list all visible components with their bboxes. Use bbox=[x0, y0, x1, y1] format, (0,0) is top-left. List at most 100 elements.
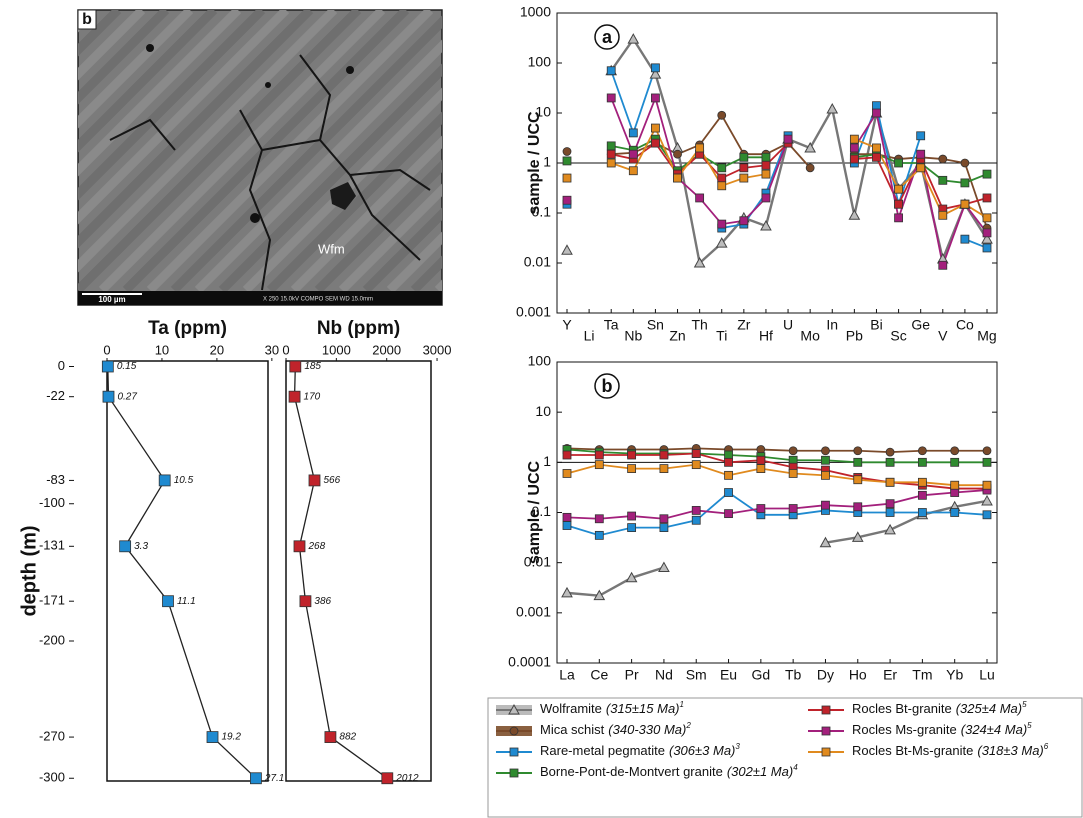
marker bbox=[673, 173, 682, 183]
profile-line bbox=[293, 366, 388, 779]
marker bbox=[938, 260, 948, 270]
marker bbox=[885, 508, 895, 517]
plot-frame bbox=[106, 360, 269, 782]
marker bbox=[739, 163, 749, 173]
legend-name: Rocles Bt-Ms-granite bbox=[852, 743, 973, 758]
image-texture bbox=[194, 39, 442, 294]
marker bbox=[289, 360, 302, 373]
marker bbox=[960, 199, 970, 209]
y-tick-label: 0.01 bbox=[524, 254, 551, 270]
y-tick-label: -22 bbox=[46, 388, 65, 403]
x-tick-label: 2000 bbox=[372, 342, 401, 357]
marker bbox=[848, 209, 861, 220]
image-texture bbox=[78, 10, 218, 153]
value-label: 0.27 bbox=[117, 391, 137, 402]
inclusion bbox=[330, 182, 356, 210]
value-label: 386 bbox=[314, 596, 331, 607]
legend-ref: 2 bbox=[685, 721, 691, 730]
x-tick-label: U bbox=[783, 317, 793, 333]
x-tick-label: La bbox=[559, 667, 575, 683]
image-texture bbox=[170, 15, 442, 294]
series-line bbox=[611, 141, 988, 211]
image-texture bbox=[146, 10, 434, 294]
x-tick-label: 0 bbox=[282, 342, 289, 357]
legend-age: (302±1 Ma) bbox=[727, 764, 793, 779]
y-tick-label: 0.001 bbox=[516, 604, 551, 620]
marker bbox=[853, 457, 863, 467]
marker bbox=[804, 141, 817, 153]
marker bbox=[627, 33, 640, 44]
image-texture bbox=[78, 10, 146, 81]
marker bbox=[821, 446, 830, 456]
x-tick-label: 0 bbox=[103, 342, 110, 357]
crack bbox=[239, 109, 272, 291]
marker bbox=[819, 536, 832, 548]
legend-ref: 3 bbox=[735, 742, 740, 751]
marker bbox=[849, 143, 859, 153]
series-line bbox=[566, 499, 988, 597]
legend-entry: Rare-metal pegmatite (306±3 Ma)3 bbox=[540, 742, 740, 758]
y-tick-label: 0 bbox=[58, 358, 65, 373]
legend-ref: 4 bbox=[793, 763, 798, 772]
legend-marker bbox=[508, 703, 520, 715]
legend-marker bbox=[821, 726, 831, 736]
y-tick-label: 100 bbox=[528, 353, 552, 369]
x-tick-label: Tb bbox=[785, 667, 802, 683]
x-tick-label: Mg bbox=[977, 328, 996, 344]
pore bbox=[250, 213, 260, 223]
marker bbox=[938, 210, 948, 220]
x-tick-label: 1000 bbox=[322, 342, 351, 357]
panel-label-circle bbox=[594, 24, 620, 50]
x-tick-label: Tm bbox=[912, 667, 932, 683]
image-texture bbox=[78, 10, 314, 249]
y-tick-label: 0.0001 bbox=[508, 654, 551, 670]
x-tick-label: In bbox=[826, 317, 838, 333]
x-tick-label: V bbox=[938, 328, 948, 344]
marker bbox=[950, 508, 960, 517]
marker bbox=[982, 213, 992, 223]
marker bbox=[739, 173, 749, 183]
marker bbox=[783, 134, 793, 144]
y-tick-label: -200 bbox=[39, 632, 65, 647]
x-tick-label: 30 bbox=[265, 342, 279, 357]
x-tick-label: 20 bbox=[210, 342, 224, 357]
marker bbox=[761, 160, 771, 170]
y-tick-label: 0.1 bbox=[532, 204, 552, 220]
legend-name: Rare-metal pegmatite bbox=[540, 743, 665, 758]
image-texture bbox=[290, 135, 442, 294]
marker bbox=[695, 143, 705, 153]
marker bbox=[162, 595, 174, 608]
marker bbox=[982, 228, 992, 238]
panel-label: a bbox=[602, 27, 613, 47]
marker bbox=[739, 216, 749, 226]
y-tick-label: 0.001 bbox=[516, 304, 551, 320]
image-texture bbox=[98, 10, 386, 294]
marker bbox=[885, 499, 895, 509]
marker bbox=[761, 169, 771, 179]
x-tick-label: 3000 bbox=[423, 342, 452, 357]
marker bbox=[821, 470, 830, 480]
marker bbox=[981, 233, 993, 244]
marker bbox=[562, 173, 572, 183]
marker bbox=[658, 561, 670, 573]
marker bbox=[894, 199, 903, 209]
marker bbox=[627, 450, 637, 460]
y-tick-label: 100 bbox=[528, 54, 552, 70]
marker bbox=[715, 237, 728, 248]
marker bbox=[916, 149, 926, 159]
y-tick-label: -300 bbox=[39, 770, 65, 785]
marker bbox=[594, 530, 604, 540]
image-texture bbox=[314, 159, 442, 294]
image-texture bbox=[510, 10, 790, 290]
marker bbox=[659, 450, 669, 460]
marker bbox=[917, 446, 927, 456]
marker bbox=[659, 523, 669, 533]
legend-ref: 6 bbox=[1044, 742, 1049, 751]
x-tick-label: Zr bbox=[737, 317, 751, 333]
legend: Wolframite (315±15 Ma)1 Mica schist (340-33… bbox=[487, 697, 1083, 818]
image-texture bbox=[78, 10, 242, 177]
marker bbox=[101, 360, 114, 373]
legend-ref: 1 bbox=[680, 700, 684, 709]
marker bbox=[982, 193, 992, 203]
value-label: 11.1 bbox=[177, 596, 196, 607]
